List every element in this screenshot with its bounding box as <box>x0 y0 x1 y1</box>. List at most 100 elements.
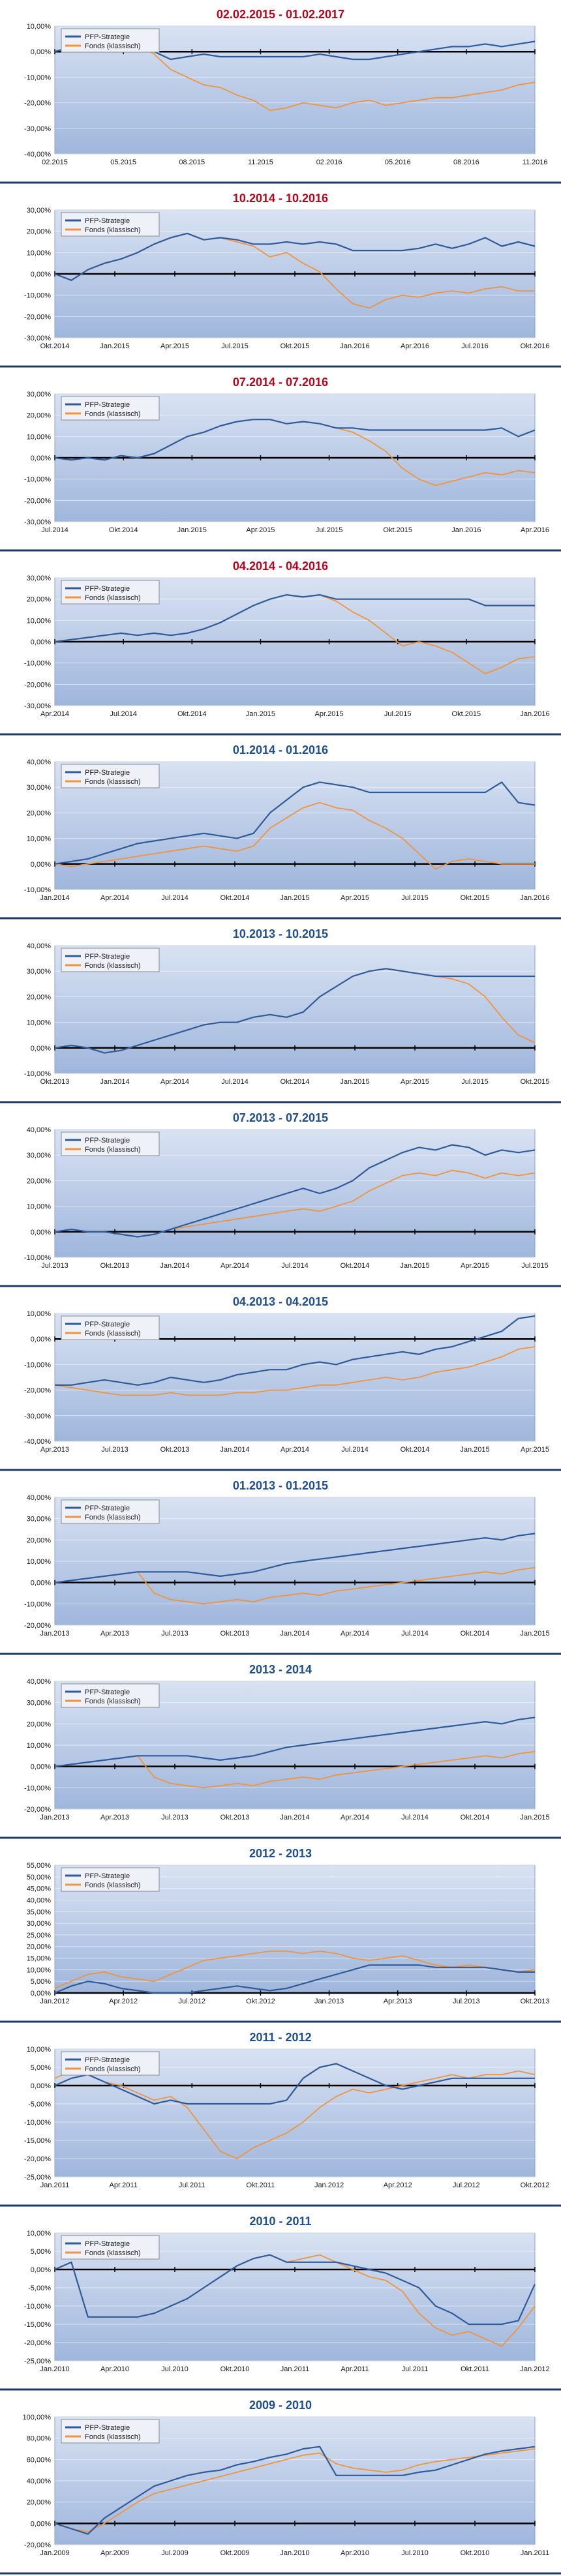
legend-entry-pfp: PFP-Strategie <box>85 1321 130 1328</box>
x-tick-label: Jan.2015 <box>520 1630 549 1638</box>
legend-entry-pfp: PFP-Strategie <box>85 217 130 225</box>
y-tick-label: -25,00% <box>24 2174 51 2181</box>
y-tick-label: 0,00% <box>31 861 51 869</box>
y-tick-label: -10,00% <box>24 660 51 668</box>
x-tick-label: 11.2015 <box>248 158 273 166</box>
x-tick-label: Jan.2013 <box>314 1998 344 2005</box>
chart-title: 04.2014 - 04.2016 <box>233 560 328 573</box>
x-tick-label: Apr.2016 <box>521 526 549 534</box>
series-line-pfp-strategie <box>54 419 536 461</box>
series-line-pfp-strategie <box>54 2254 536 2326</box>
x-tick-label: Okt.2013 <box>40 1078 70 1086</box>
y-tick-label: -30,00% <box>24 518 51 526</box>
y-tick-label: 0,00% <box>31 2082 51 2090</box>
x-tick-label: Apr.2016 <box>401 342 429 350</box>
x-tick-label: 02.2016 <box>316 158 342 166</box>
y-tick-label: 40,00% <box>27 2478 52 2485</box>
x-tick-label: Jan.2011 <box>521 2549 549 2557</box>
x-tick-label: Jan.2010 <box>280 2549 309 2557</box>
legend-entry-fonds: Fonds (klassisch) <box>85 2065 141 2073</box>
y-tick-label: 10,00% <box>27 2046 52 2054</box>
legend-box <box>61 2051 160 2076</box>
x-tick-label: Jul.2012 <box>178 1998 205 2005</box>
x-tick-label: Jan.2014 <box>160 1262 189 1270</box>
legend-entry-fonds: Fonds (klassisch) <box>85 1881 141 1889</box>
y-tick-label: -30,00% <box>24 125 51 133</box>
y-tick-label: 0,00% <box>31 1229 51 1236</box>
x-tick-label: Jan.2014 <box>100 1078 129 1086</box>
x-tick-label: 08.2015 <box>179 158 205 166</box>
x-tick-label: Jul.2015 <box>316 526 343 534</box>
legend-box <box>61 1867 160 1892</box>
chart-title: 02.02.2015 - 01.02.2017 <box>217 8 344 21</box>
x-tick-label: Okt.2014 <box>401 1446 430 1454</box>
y-tick-label: 40,00% <box>27 1126 52 1134</box>
x-tick-label: Jul.2013 <box>161 1630 189 1638</box>
x-tick-label: Jul.2011 <box>179 2181 205 2189</box>
y-tick-label: 20,00% <box>27 1720 52 1728</box>
y-tick-label: -15,00% <box>24 2137 51 2145</box>
y-tick-label: -5,00% <box>28 2284 51 2292</box>
legend-entry-fonds: Fonds (klassisch) <box>85 778 141 786</box>
x-tick-label: Apr.2015 <box>521 1446 549 1454</box>
series-line-fonds-klassisch <box>54 2448 536 2533</box>
y-tick-label: 10,00% <box>27 1558 52 1566</box>
x-tick-label: Jul.2012 <box>453 2181 480 2189</box>
y-tick-label: 30,00% <box>27 784 52 792</box>
x-tick-label: Jan.2012 <box>520 2365 549 2373</box>
y-tick-label: 40,00% <box>27 942 52 950</box>
legend-entry-pfp: PFP-Strategie <box>85 2056 130 2064</box>
x-tick-label: Jul.2014 <box>401 1814 429 1821</box>
y-tick-label: -10,00% <box>24 1254 51 1262</box>
legend-box <box>61 948 160 972</box>
chart-title: 2012 - 2013 <box>249 1847 312 1860</box>
x-tick-label: Okt.2011 <box>461 2365 489 2373</box>
y-tick-label: 40,00% <box>27 1494 52 1502</box>
y-tick-label: 5,00% <box>31 2064 51 2072</box>
x-tick-label: Apr.2014 <box>40 710 69 718</box>
y-tick-label: 40,00% <box>27 1896 52 1904</box>
y-tick-label: 30,00% <box>27 1516 52 1523</box>
chart-title: 2011 - 2012 <box>249 2031 311 2044</box>
x-tick-label: Okt.2014 <box>280 1078 310 1086</box>
x-tick-label: Jul.2016 <box>461 342 489 350</box>
x-tick-label: Jul.2014 <box>161 894 189 902</box>
x-tick-label: 05.2016 <box>385 158 411 166</box>
y-tick-label: -30,00% <box>24 1413 51 1420</box>
x-tick-label: Okt.2015 <box>280 342 310 350</box>
x-tick-label: Jul.2010 <box>401 2549 429 2557</box>
x-tick-label: 11.2016 <box>523 158 548 166</box>
x-tick-label: Jan.2015 <box>246 710 275 718</box>
x-tick-label: Jan.2011 <box>280 2365 309 2373</box>
y-tick-label: 80,00% <box>27 2435 52 2443</box>
x-tick-label: Jul.2014 <box>41 526 68 534</box>
y-tick-label: -10,00% <box>24 74 51 82</box>
x-tick-label: Okt.2009 <box>220 2549 250 2557</box>
x-tick-label: Jul.2015 <box>521 1262 549 1270</box>
y-tick-label: 10,00% <box>27 1966 52 1974</box>
series-line-fonds-klassisch <box>54 1346 536 1396</box>
series-line-pfp-strategie <box>54 2063 535 2105</box>
x-tick-label: Jul.2015 <box>384 710 412 718</box>
y-tick-label: 35,00% <box>27 1908 52 1916</box>
x-tick-label: Jul.2013 <box>161 1814 189 1821</box>
x-tick-label: Jan.2016 <box>520 894 549 902</box>
y-tick-label: -25,00% <box>24 2358 51 2365</box>
y-tick-label: 0,00% <box>31 455 51 462</box>
y-tick-label: 25,00% <box>27 1932 52 1939</box>
legend-entry-pfp: PFP-Strategie <box>85 401 130 409</box>
x-tick-label: Jan.2015 <box>177 526 207 534</box>
x-tick-label: Okt.2015 <box>521 1078 550 1086</box>
series-line-pfp-strategie <box>54 968 535 1054</box>
legend-box <box>61 1315 160 1340</box>
y-tick-label: 60,00% <box>27 2456 52 2464</box>
chart-panel-9: 01.2013 - 01.2015 40,00% 30,00% 20,00% 10,00… <box>0 1479 561 1655</box>
legend-entry-fonds: Fonds (klassisch) <box>85 42 141 50</box>
x-tick-label: Jan.2015 <box>100 342 129 350</box>
y-tick-label: -20,00% <box>24 2541 51 2549</box>
legend-entry-pfp: PFP-Strategie <box>85 1137 130 1145</box>
legend-box <box>61 1131 160 1156</box>
series-line-pfp-strategie <box>55 1315 536 1386</box>
x-tick-label: Okt.2013 <box>220 1630 250 1638</box>
